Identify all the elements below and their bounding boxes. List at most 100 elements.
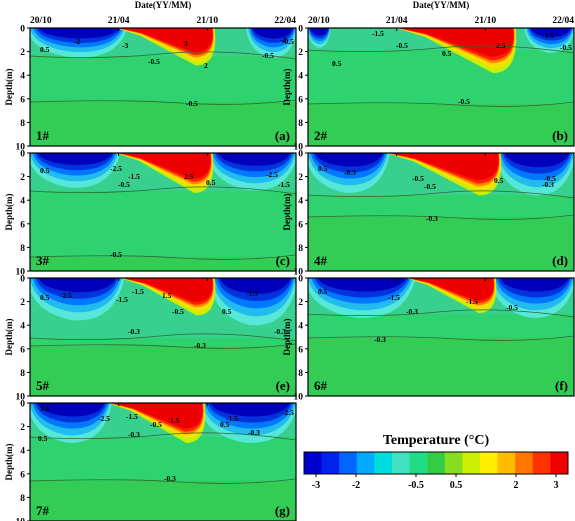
colorbar-swatch (515, 452, 534, 474)
y-tick-label: 8 (298, 119, 303, 129)
warm-region (398, 28, 514, 57)
isotherm-line (308, 190, 574, 199)
colorbar-swatch (374, 452, 393, 474)
contour-label: -1.5 (466, 297, 478, 306)
colorbar-tick-label: 3 (554, 480, 559, 491)
isotherm-line (308, 45, 574, 54)
y-tick-label: 4 (20, 322, 25, 332)
y-tick-label: 6 (298, 95, 303, 105)
cold-region (210, 403, 291, 417)
contour-label: -0.5 (172, 307, 184, 316)
panel-letter: (d) (552, 253, 568, 268)
colorbar-swatch (356, 452, 375, 474)
y-tick-label: 2 (298, 173, 303, 183)
cold-region (530, 28, 572, 37)
x-tick-label: 20/10 (30, 16, 52, 26)
y-axis-title: Depth(m) (4, 194, 14, 231)
x-tick-label: 21/04 (108, 16, 130, 26)
warm-region (118, 153, 211, 179)
warm-region (118, 28, 213, 52)
contour-label: -1.5 (226, 414, 238, 423)
colorbar-title: Temperature (°C) (383, 433, 490, 448)
well-label: 2# (314, 128, 328, 143)
cold-region (500, 278, 569, 292)
y-tick-label: 4 (298, 322, 303, 332)
contour-label: 0.5 (318, 164, 328, 173)
warm-region (408, 278, 494, 301)
x-tick-label: 22/04 (274, 16, 296, 26)
contour-label: 0.5 (332, 59, 342, 68)
panel-2: 0.5 -1.5 -0.5 0.5 2.5 -0.5 -0.5 -1.5 0 2 4 6 8 10 Dept… (282, 0, 575, 153)
y-tick-label: 4 (298, 72, 303, 82)
y-tick-label: 2 (298, 298, 303, 308)
colorbar-swatch (304, 452, 323, 474)
cold-region (38, 278, 117, 293)
y-tick-label: 10 (294, 143, 304, 153)
contour-label: -0.5 (424, 182, 436, 191)
colorbar-swatch (462, 452, 481, 474)
deep-band (30, 102, 296, 146)
y-axis-title: Depth(m) (4, 69, 14, 106)
contour-label: -2.5 (282, 408, 294, 417)
y-tick-label: 6 (20, 220, 25, 230)
y-tick-label: 0 (20, 150, 25, 160)
cold-region (37, 403, 106, 417)
y-tick-label: 0 (20, 25, 25, 35)
deep-band (30, 481, 296, 521)
cold-region (505, 153, 570, 168)
colorbar-swatch (427, 452, 446, 474)
contour-label: -1.5 (246, 289, 258, 298)
contour-label: -0.5 (396, 41, 408, 50)
contour-label: -2.5 (110, 164, 122, 173)
contour-label: -0.5 (412, 174, 424, 183)
deep-band (308, 104, 574, 146)
colorbar-swatch (480, 452, 499, 474)
isotherm-line (30, 343, 296, 349)
x-tick-label: 21/10 (475, 16, 497, 26)
y-tick-label: 8 (20, 244, 25, 254)
contour-label: -0.5 (458, 97, 470, 106)
contour-label: -1.5 (542, 31, 554, 40)
colorbar-swatch (444, 452, 463, 474)
y-tick-label: 6 (20, 470, 25, 480)
cold-region (310, 28, 329, 36)
colorbar-tick-label: -0.5 (408, 480, 424, 491)
contour-label: -0.5 (506, 303, 518, 312)
panel-frame (307, 277, 575, 397)
contour-label: -0.5 (110, 250, 122, 259)
isotherm-line (308, 335, 574, 341)
y-tick-label: 10 (294, 268, 304, 278)
contour-label: 2.5 (496, 41, 506, 50)
contour-label: 0.5 (220, 420, 230, 429)
contour-label: -2.5 (266, 170, 278, 179)
x-tick-label: 21/04 (386, 16, 408, 26)
cold-region (38, 153, 113, 165)
isotherm-line (308, 309, 574, 318)
contour-label: -0.5 (560, 43, 572, 52)
contour-label: 0.5 (494, 176, 504, 185)
colorbar-swatch (532, 452, 551, 474)
contour-label: 1.5 (162, 291, 172, 300)
contour-label: -1.5 (128, 172, 140, 181)
y-axis-title: Depth(m) (282, 194, 292, 231)
contour-label: -0.5 (262, 51, 274, 60)
x-tick-label: 21/10 (197, 16, 219, 26)
y-tick-label: 2 (20, 173, 25, 183)
y-tick-label: 6 (298, 220, 303, 230)
contour-label: 0.5 (40, 45, 50, 54)
y-tick-label: 2 (20, 48, 25, 58)
contour-label: -2 (74, 37, 80, 46)
isotherm-line (30, 99, 296, 105)
y-tick-label: 8 (20, 119, 25, 129)
y-tick-label: 10 (16, 143, 26, 153)
contour-label: 0.5 (40, 293, 50, 302)
y-axis-title: Depth(m) (4, 444, 14, 481)
colorbar-swatch (409, 452, 428, 474)
panel-4: 0.5 -0.3-0.5-0.50.5 -0.5-0.3-0.30246810Dep… (282, 150, 575, 278)
contour-label: -3 (122, 41, 128, 50)
y-tick-label: 0 (298, 150, 303, 160)
colorbar-swatch (339, 452, 358, 474)
isotherm-line (30, 432, 296, 441)
contour-label: -1.5 (278, 180, 290, 189)
contour-label: -1.5 (116, 295, 128, 304)
